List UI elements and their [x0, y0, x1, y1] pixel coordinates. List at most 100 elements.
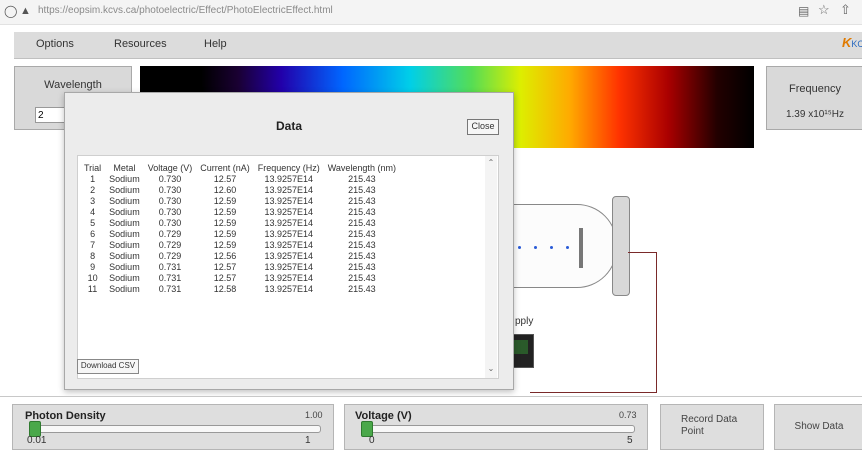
- voltage-value: 0.73: [619, 410, 637, 420]
- voltage-panel: Voltage (V) 0.73 0 5: [344, 404, 648, 450]
- cell-frequency: 13.9257E14: [264, 239, 314, 250]
- cell-trial: 1: [90, 173, 96, 184]
- cell-frequency: 13.9257E14: [264, 228, 314, 239]
- cell-voltage: 0.730: [158, 206, 182, 217]
- cell-current: 12.57: [213, 272, 237, 283]
- table-row: 6 Sodium 0.729 12.59 13.9257E14 215.43: [80, 228, 400, 239]
- cell-metal: Sodium: [109, 228, 140, 239]
- cell-voltage: 0.731: [158, 261, 182, 272]
- cell-trial: 5: [90, 217, 96, 228]
- cell-frequency: 13.9257E14: [264, 195, 314, 206]
- table-row: 11 Sodium 0.731 12.58 13.9257E14 215.43: [80, 283, 400, 294]
- voltage-slider-track[interactable]: [361, 425, 635, 433]
- logo-text: KCV: [851, 39, 862, 49]
- cell-current: 12.60: [213, 184, 237, 195]
- cell-voltage: 0.731: [158, 272, 182, 283]
- menu-help[interactable]: Help: [204, 38, 227, 50]
- cell-trial: 8: [90, 250, 96, 261]
- reader-icon[interactable]: ▤: [798, 4, 810, 18]
- cell-metal: Sodium: [109, 173, 140, 184]
- menu-options[interactable]: Options: [36, 38, 74, 50]
- cell-wavelength: 215.43: [348, 195, 376, 206]
- circuit-wire: [628, 252, 656, 253]
- table-scrollbar[interactable]: ⌃ ⌄: [485, 156, 497, 378]
- cell-current: 12.59: [213, 195, 237, 206]
- share-icon[interactable]: ⇧: [840, 2, 851, 17]
- cell-voltage: 0.729: [158, 250, 182, 261]
- electron-dot: [518, 246, 521, 249]
- cell-frequency: 13.9257E14: [264, 217, 314, 228]
- star-icon[interactable]: ☆: [818, 2, 830, 17]
- menu-bar: Options Resources Help KKCV: [14, 32, 862, 59]
- cell-metal: Sodium: [109, 195, 140, 206]
- cell-voltage: 0.729: [158, 228, 182, 239]
- table-row: 10 Sodium 0.731 12.57 13.9257E14 215.43: [80, 272, 400, 283]
- cell-wavelength: 215.43: [348, 261, 376, 272]
- record-data-point-label: Record Data Point: [681, 414, 738, 437]
- cell-trial: 6: [90, 228, 96, 239]
- cell-current: 12.58: [213, 283, 237, 294]
- shield-icon[interactable]: ◯: [4, 4, 18, 18]
- wavelength-label: Wavelength: [44, 79, 102, 91]
- voltage-min: 0: [369, 435, 375, 446]
- show-data-label: Show Data: [794, 421, 844, 432]
- cell-metal: Sodium: [109, 283, 140, 294]
- cell-metal: Sodium: [109, 272, 140, 283]
- cell-wavelength: 215.43: [348, 228, 376, 239]
- show-data-button[interactable]: Show Data: [774, 404, 862, 450]
- table-row: 8 Sodium 0.729 12.56 13.9257E14 215.43: [80, 250, 400, 261]
- electron-dot: [534, 246, 537, 249]
- lock-icon[interactable]: ▲: [20, 5, 31, 17]
- cell-voltage: 0.730: [158, 184, 182, 195]
- table-header-row: Trial Metal Voltage (V) Current (nA) Fre…: [80, 162, 400, 173]
- collector-electrode: [579, 228, 583, 268]
- column-header-metal: Metal: [113, 162, 136, 173]
- voltage-max: 5: [627, 435, 633, 446]
- chevron-down-icon[interactable]: ⌄: [487, 364, 495, 373]
- photon-density-min: 0.01: [27, 435, 47, 446]
- chevron-up-icon[interactable]: ⌃: [487, 158, 495, 167]
- dialog-title: Data: [275, 119, 302, 133]
- cell-frequency: 13.9257E14: [264, 250, 314, 261]
- cell-trial: 9: [90, 261, 96, 272]
- cell-wavelength: 215.43: [348, 239, 376, 250]
- cell-wavelength: 215.43: [348, 206, 376, 217]
- record-data-point-button[interactable]: Record Data Point: [660, 404, 764, 450]
- cell-trial: 2: [90, 184, 96, 195]
- cell-frequency: 13.9257E14: [264, 261, 314, 272]
- data-dialog: Data Close Trial Metal Voltage (V) Curre…: [64, 92, 514, 390]
- download-csv-button[interactable]: Download CSV: [77, 359, 139, 374]
- url-text[interactable]: https://eopsim.kcvs.ca/photoelectric/Eff…: [38, 5, 333, 16]
- cell-wavelength: 215.43: [348, 250, 376, 261]
- cell-current: 12.59: [213, 228, 237, 239]
- data-table-container[interactable]: Trial Metal Voltage (V) Current (nA) Fre…: [77, 155, 499, 379]
- photon-density-value: 1.00: [305, 410, 323, 420]
- column-header-trial: Trial: [84, 162, 102, 173]
- column-header-current: Current (nA): [200, 162, 250, 173]
- cell-wavelength: 215.43: [348, 217, 376, 228]
- table-row: 4 Sodium 0.730 12.59 13.9257E14 215.43: [80, 206, 400, 217]
- close-button[interactable]: Close: [467, 119, 499, 135]
- cell-trial: 10: [87, 272, 98, 283]
- circuit-wire: [530, 392, 657, 393]
- cell-trial: 7: [90, 239, 96, 250]
- cell-wavelength: 215.43: [348, 173, 376, 184]
- power-supply-display: [511, 340, 528, 354]
- photon-density-slider-track[interactable]: [29, 425, 321, 433]
- cell-trial: 4: [90, 206, 96, 217]
- cell-voltage: 0.730: [158, 195, 182, 206]
- cell-wavelength: 215.43: [348, 272, 376, 283]
- cell-wavelength: 215.43: [348, 184, 376, 195]
- cell-wavelength: 215.43: [348, 283, 376, 294]
- data-table: Trial Metal Voltage (V) Current (nA) Fre…: [80, 162, 400, 294]
- browser-address-bar: ◯ ▲ https://eopsim.kcvs.ca/photoelectric…: [0, 0, 862, 25]
- cell-metal: Sodium: [109, 184, 140, 195]
- cell-frequency: 13.9257E14: [264, 283, 314, 294]
- voltage-slider-thumb[interactable]: [361, 421, 373, 437]
- table-row: 2 Sodium 0.730 12.60 13.9257E14 215.43: [80, 184, 400, 195]
- table-row: 7 Sodium 0.729 12.59 13.9257E14 215.43: [80, 239, 400, 250]
- photon-density-panel: Photon Density 1.00 0.01 1: [12, 404, 334, 450]
- menu-resources[interactable]: Resources: [114, 38, 167, 50]
- photon-density-slider-thumb[interactable]: [29, 421, 41, 437]
- electron-dot: [550, 246, 553, 249]
